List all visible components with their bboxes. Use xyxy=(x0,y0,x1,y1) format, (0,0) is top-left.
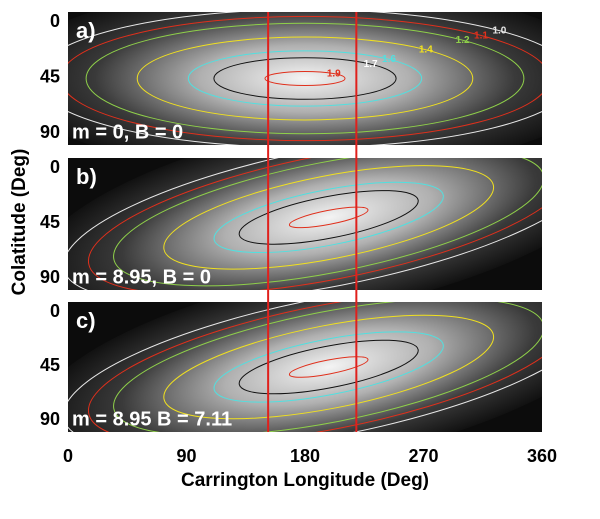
x-tick-label: 180 xyxy=(290,446,320,466)
intensity xyxy=(68,302,542,432)
contour-label: 1.9 xyxy=(327,68,341,79)
contour xyxy=(238,190,419,245)
contour xyxy=(136,36,474,121)
contour xyxy=(68,15,542,142)
y-tick-label: 0 xyxy=(50,157,60,177)
panel-label: c) xyxy=(76,308,96,333)
panel: 1.0 1.1 1.2 1.4 1.6 1.7 1.9 a) m = 0, B = 0 xyxy=(68,12,542,145)
y-tick-label: 0 xyxy=(50,11,60,31)
panel-label: b) xyxy=(76,164,97,189)
contour xyxy=(213,57,397,100)
contour-group: 1.0 1.1 1.2 1.4 1.6 1.7 1.9 xyxy=(68,12,542,145)
y-tick-label: 90 xyxy=(40,122,60,142)
y-axis-label: Colatitude (Deg) xyxy=(9,149,30,296)
contour-label: 1.7 xyxy=(364,59,378,70)
x-tick-label: 270 xyxy=(408,446,438,466)
contour xyxy=(264,71,346,86)
contour xyxy=(163,314,495,420)
x-axis-label: Carrington Longitude (Deg) xyxy=(181,470,429,491)
contour-label: 1.4 xyxy=(419,45,433,56)
panel: b) m = 8.95, B = 0 xyxy=(68,158,542,290)
contour xyxy=(87,302,542,432)
contour xyxy=(238,339,419,395)
contour-label: 1.1 xyxy=(474,30,488,41)
intensity xyxy=(68,12,542,145)
contour-group xyxy=(68,158,542,290)
y-tick-label: 45 xyxy=(40,355,60,375)
x-tick-label: 0 xyxy=(63,446,73,466)
contour xyxy=(288,356,369,378)
panel-label: a) xyxy=(76,18,96,43)
contour-label: 1.6 xyxy=(382,54,396,65)
y-tick-label: 90 xyxy=(40,267,60,287)
panel: c) m = 8.95 B = 7.11 xyxy=(68,302,542,432)
contour xyxy=(113,302,542,432)
panel-annotation: m = 0, B = 0 xyxy=(72,121,183,143)
intensity xyxy=(68,158,542,290)
contour xyxy=(163,165,495,270)
contour xyxy=(288,206,369,229)
contour xyxy=(213,331,444,403)
contour xyxy=(113,158,542,287)
contour xyxy=(85,22,525,135)
panel-annotation: m = 8.95 B = 7.11 xyxy=(72,408,232,430)
contour xyxy=(187,50,423,107)
x-tick-label: 90 xyxy=(176,446,196,466)
contour-label: 1.2 xyxy=(456,35,470,46)
y-tick-label: 90 xyxy=(40,409,60,429)
y-tick-label: 0 xyxy=(50,301,60,321)
contour-label: 1.0 xyxy=(492,26,506,37)
contour xyxy=(213,181,444,254)
contour-group xyxy=(68,302,542,432)
contour xyxy=(87,158,542,290)
y-tick-label: 45 xyxy=(40,66,60,86)
panel-annotation: m = 8.95, B = 0 xyxy=(72,266,211,288)
x-tick-label: 360 xyxy=(527,446,557,466)
y-tick-label: 45 xyxy=(40,212,60,232)
contour xyxy=(68,158,542,290)
